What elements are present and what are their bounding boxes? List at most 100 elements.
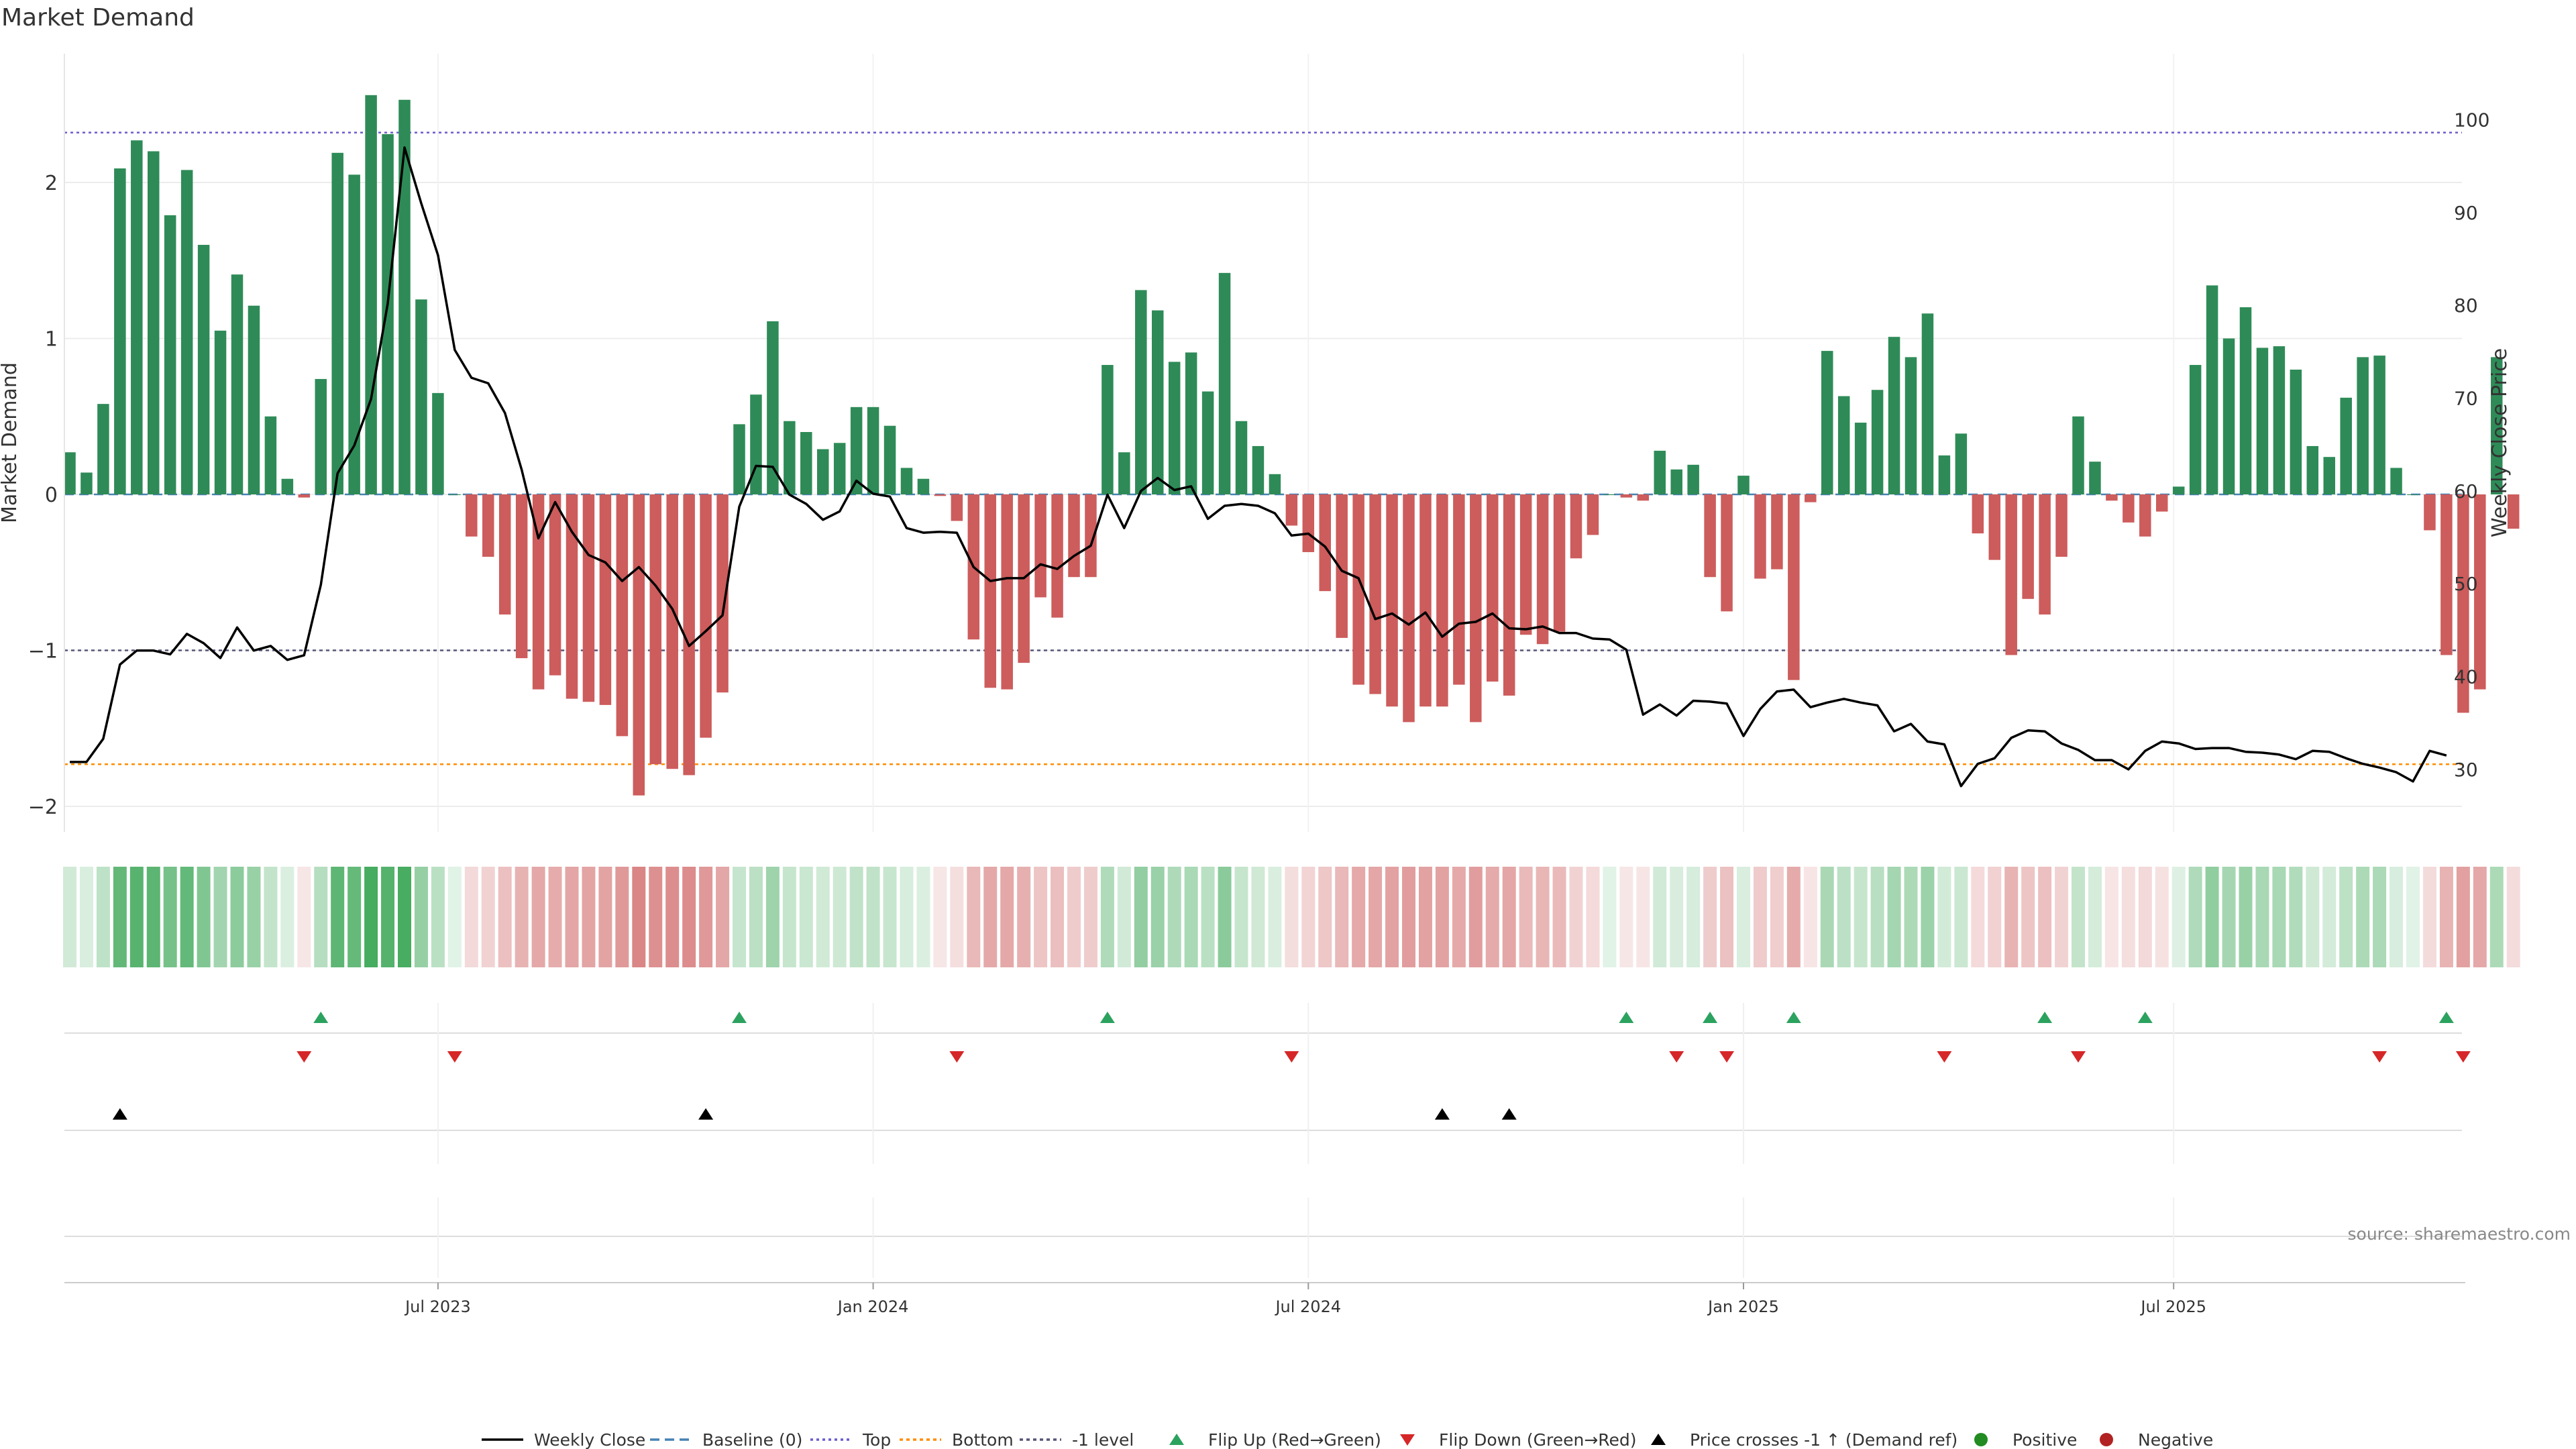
- heat-cell: [598, 867, 612, 967]
- heat-cell: [1335, 867, 1349, 967]
- demand-bar: [951, 494, 963, 521]
- demand-bar: [164, 215, 176, 494]
- heat-cell: [2239, 867, 2253, 967]
- heat-cell: [1100, 867, 1114, 967]
- demand-bar: [2323, 457, 2335, 494]
- heat-cell: [933, 867, 947, 967]
- heat-cell: [1502, 867, 1516, 967]
- weekly-close-line: [70, 146, 2447, 788]
- demand-bar: [231, 274, 244, 494]
- demand-bar: [900, 468, 913, 494]
- heat-cell: [113, 867, 127, 967]
- right-tick-label: 50: [2454, 573, 2478, 595]
- demand-bar: [1436, 494, 1448, 707]
- heat-cell: [431, 867, 445, 967]
- demand-bar: [466, 494, 478, 537]
- heat-cell: [1251, 867, 1265, 967]
- demand-bar: [2139, 494, 2151, 537]
- demand-bar: [1118, 452, 1130, 494]
- heat-cell: [1285, 867, 1299, 967]
- demand-bar: [2072, 416, 2084, 494]
- heat-cell: [782, 867, 796, 967]
- heat-cell: [1385, 867, 1399, 967]
- heat-cell: [230, 867, 244, 967]
- demand-bar: [649, 494, 661, 765]
- flip-down-marker: [447, 1051, 462, 1063]
- heat-cell: [1737, 867, 1750, 967]
- demand-bar: [1570, 494, 1582, 559]
- heat-cell: [2473, 867, 2487, 967]
- heat-cell: [1184, 867, 1198, 967]
- demand-bar: [716, 494, 729, 693]
- demand-bar: [1871, 390, 1884, 494]
- right-tick-label: 60: [2454, 480, 2478, 502]
- demand-bar: [2106, 494, 2118, 501]
- flip-up-marker: [2037, 1012, 2053, 1023]
- heat-cell: [1854, 867, 1868, 967]
- heat-cell: [398, 867, 411, 967]
- heat-cell: [163, 867, 177, 967]
- demand-bar: [1470, 494, 1482, 722]
- heat-cell: [1117, 867, 1131, 967]
- demand-bar: [1888, 337, 1900, 494]
- heat-cell: [1937, 867, 1951, 967]
- heat-cell: [2021, 867, 2035, 967]
- demand-bar: [582, 494, 595, 702]
- demand-bar: [1519, 494, 1532, 635]
- left-tick-label: 1: [45, 328, 58, 352]
- demand-bar: [1218, 272, 1231, 494]
- demand-bar: [917, 478, 930, 494]
- demand-bar: [64, 452, 76, 494]
- heat-cell: [1134, 867, 1148, 967]
- demand-bar: [1603, 494, 1616, 495]
- heat-cell: [1318, 867, 1332, 967]
- heat-cell: [749, 867, 763, 967]
- heat-cell: [699, 867, 713, 967]
- legend: Weekly Close Baseline (0) Top Bottom -1 leve…: [482, 1430, 2213, 1449]
- demand-bar: [1837, 396, 1850, 494]
- heat-cell: [1034, 867, 1048, 967]
- heat-cell: [2322, 867, 2337, 967]
- legend-label-8: Positive: [2012, 1430, 2077, 1449]
- heat-cell: [2155, 867, 2169, 967]
- demand-bar: [348, 174, 360, 494]
- heat-cell: [615, 867, 629, 967]
- heat-cell: [632, 867, 646, 967]
- demand-bar: [666, 494, 678, 769]
- legend-swatch-7: [1651, 1434, 1666, 1445]
- heat-cell: [1619, 867, 1633, 967]
- heat-cell: [515, 867, 529, 967]
- demand-bar: [800, 432, 812, 494]
- heat-cell: [2272, 867, 2286, 967]
- demand-bar: [498, 494, 511, 615]
- heat-cell: [1402, 867, 1415, 967]
- heat-cell: [1820, 867, 1834, 967]
- demand-bar: [883, 425, 896, 494]
- demand-bar: [1319, 494, 1331, 592]
- left-axis-label: Market Demand: [0, 362, 21, 523]
- demand-bar: [1453, 494, 1465, 685]
- left-tick-label: −2: [28, 796, 58, 819]
- heat-cell: [531, 867, 545, 967]
- demand-bar: [2507, 494, 2520, 529]
- demand-bar: [197, 245, 210, 494]
- left-axis: 2 1 0 −1 −2: [28, 54, 65, 832]
- heat-cell: [2289, 867, 2303, 967]
- demand-bar: [2457, 494, 2469, 713]
- heat-cell: [280, 867, 294, 967]
- demand-bars: [64, 95, 2520, 796]
- demand-bar: [2172, 486, 2185, 494]
- heat-cell: [1536, 867, 1550, 967]
- heat-cell: [447, 867, 462, 967]
- demand-bar: [1135, 290, 1147, 494]
- heat-cell: [983, 867, 998, 967]
- heat-cell: [833, 867, 847, 967]
- heat-cell: [1201, 867, 1215, 967]
- heat-cell: [364, 867, 378, 967]
- demand-bar: [1487, 494, 1499, 682]
- heat-cell: [1234, 867, 1248, 967]
- heat-cell: [347, 867, 362, 967]
- heat-cell: [331, 867, 345, 967]
- demand-bar: [1854, 423, 1867, 494]
- heat-cell: [1569, 867, 1583, 967]
